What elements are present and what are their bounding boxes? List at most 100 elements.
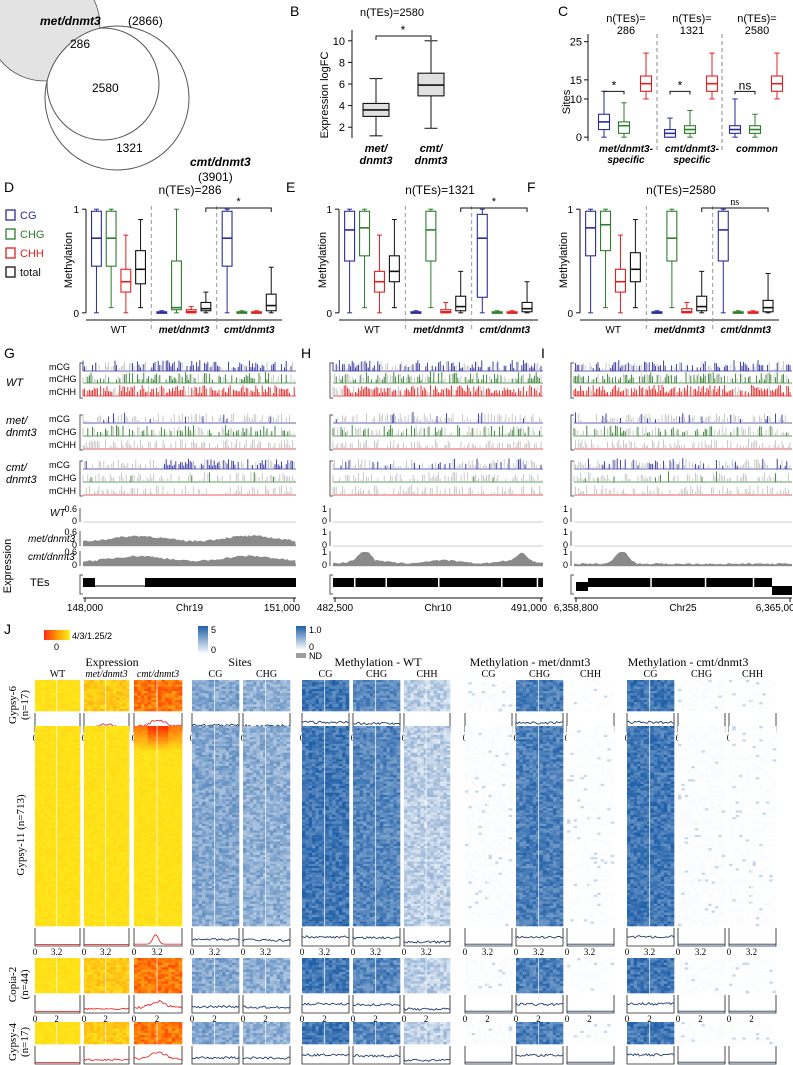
heatmap-pixel — [54, 688, 58, 692]
heatmap-pixel — [38, 910, 42, 913]
heatmap-pixel — [90, 728, 94, 731]
browser-track-noinfo — [82, 413, 290, 423]
heatmap-pixel — [735, 695, 740, 699]
heatmap-pixel — [67, 801, 71, 805]
heatmap-pixel — [63, 843, 68, 847]
heatmap-pixel — [501, 702, 506, 705]
heatmap-pixel — [57, 734, 62, 738]
heatmap-pixel — [47, 699, 52, 703]
heatmap-pixel — [407, 702, 411, 705]
heatmap-pixel — [70, 730, 74, 733]
heatmap-pixel — [465, 697, 469, 701]
heatmap-pixel — [96, 741, 101, 745]
heatmap-pixel — [109, 752, 114, 756]
heatmap-pixel — [54, 781, 58, 785]
heatmap-pixel — [87, 702, 91, 705]
heatmap-pixel — [38, 763, 42, 767]
heatmap-pixel — [144, 702, 149, 705]
heatmap-pixel — [60, 819, 65, 822]
chart-e-title: n(TEs)=1321 — [405, 183, 475, 197]
heatmap-pixel — [570, 688, 575, 692]
chart-meth-box-1-1-box — [171, 260, 182, 311]
heatmap-pixel — [356, 704, 361, 707]
heatmap-pixel — [70, 817, 74, 820]
heatmap-pixel — [446, 702, 451, 705]
chart-d-ylabel: Methylation — [63, 232, 75, 288]
heatmap-pixel — [35, 759, 39, 762]
chart-meth-ytick-label: 0 — [567, 309, 573, 320]
heatmap-pixel — [366, 684, 371, 687]
heatmap-pixel — [47, 686, 52, 690]
heatmap-pixel — [436, 686, 441, 690]
heatmap-pixel — [273, 708, 277, 712]
heatmap-pixel — [711, 697, 716, 701]
heatmap-pixel — [112, 708, 117, 712]
heatmap-pixel — [109, 682, 114, 685]
heatmap-pixel — [420, 688, 425, 692]
heatmap-pixel — [765, 699, 770, 703]
heatmap-pixel — [63, 839, 68, 842]
heatmap-pixel — [63, 786, 68, 789]
heatmap-pixel — [67, 748, 71, 751]
heatmap-pixel — [376, 704, 381, 707]
heatmap-pixel — [684, 704, 689, 707]
heatmap-pixel — [315, 691, 320, 694]
heatmap-pixel — [70, 759, 74, 762]
browser-track-noinfo — [332, 485, 542, 495]
heatmap-pixel — [63, 788, 68, 791]
heatmap-pixel — [119, 750, 123, 753]
heatmap-pixel — [96, 697, 101, 701]
heatmap-pixel — [41, 797, 45, 800]
heatmap-pixel — [610, 706, 615, 710]
heatmap-pixel — [38, 846, 42, 849]
heatmap-pixel — [643, 682, 648, 685]
heatmap-pixel — [119, 741, 123, 745]
heatmap-pixel — [192, 702, 196, 705]
heatmap-pixel — [266, 708, 271, 712]
panel-label-d: D — [4, 179, 14, 195]
heatmap-pixel — [607, 680, 611, 683]
heatmap-pixel — [70, 739, 74, 742]
heatmap-pixel — [481, 691, 486, 694]
heatmap-pixel — [60, 894, 65, 898]
heatmap-pixel — [96, 728, 101, 731]
heatmap-pixel — [122, 704, 127, 707]
heatmap-pixel — [379, 684, 384, 687]
heatmap-pixel — [76, 870, 81, 873]
heatmap-pixel — [718, 682, 722, 685]
heatmap-pixel — [90, 704, 94, 707]
heatmap-pixel — [573, 695, 578, 699]
heatmap-pixel — [322, 688, 326, 692]
heatmap-pixel — [739, 702, 743, 705]
heatmap-pixel — [122, 726, 127, 729]
heatmap-pixel — [51, 830, 55, 833]
heatmap-pixel — [694, 684, 699, 687]
heatmap-pixel — [772, 695, 777, 699]
heatmap-pixel — [116, 684, 120, 687]
heatmap-pixel — [154, 680, 159, 683]
heatmap-pixel — [335, 697, 340, 701]
heatmap-pixel — [202, 691, 206, 694]
browser-track-noinfo — [332, 459, 537, 469]
heatmap-pixel — [198, 708, 203, 712]
heatmap-pixel — [663, 708, 668, 712]
heatmap-pixel — [44, 737, 49, 740]
browser-track-noinfo — [337, 361, 540, 371]
heatmap-pixel — [84, 739, 88, 742]
heatmap-pixel — [151, 682, 155, 685]
heatmap-pixel — [76, 803, 81, 807]
heatmap-pixel — [67, 857, 71, 860]
heatmap-pixel — [279, 680, 284, 683]
browser-row-labels: WTmCGmCHGmCHHmet/dnmt3mCGmCHGmCHHcmt/dnm… — [2, 362, 77, 593]
heatmap-pixel — [593, 684, 598, 687]
heatmap-pixel — [559, 691, 564, 694]
heatmap-pixel — [70, 794, 74, 798]
heatmap-pixel — [481, 706, 486, 710]
heatmap-pixel — [526, 684, 530, 687]
heatmap-pixel — [84, 734, 88, 738]
heatmap-pixel — [383, 699, 387, 703]
heatmap-pixel — [215, 686, 220, 690]
heatmap-pixel — [93, 748, 98, 751]
methylation-scale-min: 0 — [309, 642, 314, 652]
heatmap-pixel — [383, 704, 387, 707]
